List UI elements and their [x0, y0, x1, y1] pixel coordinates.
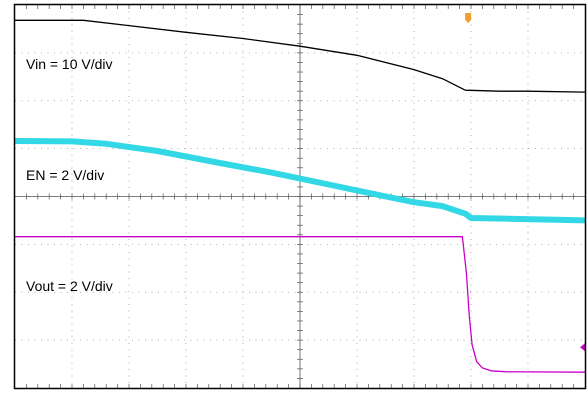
- trigger-position-marker: [465, 13, 472, 23]
- graticule: [15, 5, 585, 388]
- vin-scale-label: Vin = 10 V/div: [26, 56, 113, 72]
- en-trace: [14, 138, 586, 224]
- scope-frame: [13, 3, 587, 390]
- en-scale-label: EN = 2 V/div: [26, 167, 104, 183]
- vin-trace: [15, 19, 586, 93]
- traces: [14, 19, 586, 373]
- vout-scale-label: Vout = 2 V/div: [26, 278, 113, 294]
- vout-trace: [15, 236, 586, 373]
- markers: [465, 13, 585, 352]
- vout-level-marker: [580, 343, 585, 352]
